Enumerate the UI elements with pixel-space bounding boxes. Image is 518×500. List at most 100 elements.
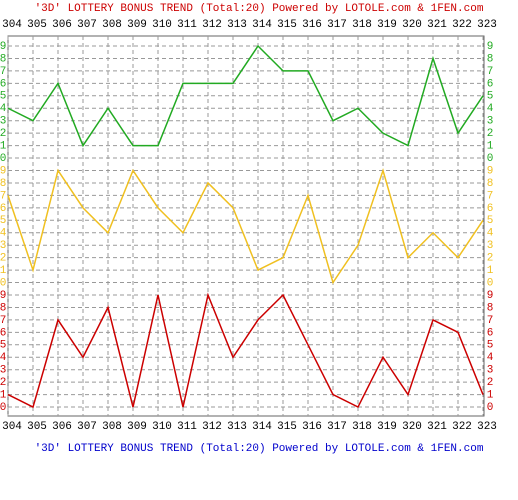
y-tick-label-right: 1 xyxy=(487,141,494,153)
x-tick-label: 319 xyxy=(377,421,397,433)
y-tick-label: 2 xyxy=(0,377,6,389)
y-tick-label: 1 xyxy=(0,390,7,402)
x-tick-label: 323 xyxy=(477,19,497,31)
y-tick-label-right: 7 xyxy=(487,66,494,78)
x-tick-label: 304 xyxy=(2,19,22,31)
y-tick-label: 6 xyxy=(0,78,6,90)
x-tick-label: 313 xyxy=(227,19,247,31)
y-tick-label-right: 9 xyxy=(487,41,494,53)
y-tick-label-right: 4 xyxy=(487,103,494,115)
x-tick-label: 316 xyxy=(302,421,322,433)
y-tick-label-right: 9 xyxy=(487,290,494,302)
x-tick-label: 312 xyxy=(202,19,222,31)
x-tick-label: 312 xyxy=(202,421,222,433)
y-tick-label: 1 xyxy=(0,141,7,153)
y-tick-label: 5 xyxy=(0,91,6,103)
x-tick-label: 306 xyxy=(52,19,72,31)
x-tick-label: 319 xyxy=(377,19,397,31)
y-tick-label-right: 3 xyxy=(487,365,494,377)
y-tick-label: 3 xyxy=(0,116,6,128)
y-tick-label: 9 xyxy=(0,41,6,53)
x-tick-label: 318 xyxy=(352,421,372,433)
y-tick-label-right: 7 xyxy=(487,190,494,202)
x-tick-label: 311 xyxy=(177,19,197,31)
chart-footer-title: '3D' LOTTERY BONUS TREND (Total:20) Powe… xyxy=(35,443,484,455)
x-tick-label: 309 xyxy=(127,421,147,433)
y-tick-label-right: 0 xyxy=(487,153,494,165)
y-tick-label-right: 3 xyxy=(487,116,494,128)
x-tick-label: 315 xyxy=(277,19,297,31)
y-tick-label-right: 5 xyxy=(487,91,494,103)
y-tick-label-right: 0 xyxy=(487,277,494,289)
x-tick-label: 323 xyxy=(477,421,497,433)
y-tick-label-right: 8 xyxy=(487,178,494,190)
y-tick-label: 9 xyxy=(0,290,6,302)
y-tick-label-right: 4 xyxy=(487,228,494,240)
plot-frame xyxy=(7,35,485,417)
y-tick-label-right: 6 xyxy=(487,203,494,215)
y-tick-label-right: 1 xyxy=(487,390,494,402)
y-tick-label: 5 xyxy=(0,215,6,227)
y-tick-label-right: 5 xyxy=(487,340,494,352)
y-tick-label: 8 xyxy=(0,53,6,65)
y-tick-label: 3 xyxy=(0,365,6,377)
y-tick-label: 4 xyxy=(0,103,7,115)
y-tick-label-right: 4 xyxy=(487,352,494,364)
y-tick-label: 6 xyxy=(0,327,6,339)
y-tick-label-right: 6 xyxy=(487,327,494,339)
x-tick-label: 307 xyxy=(77,19,97,31)
y-tick-label-right: 8 xyxy=(487,53,494,65)
y-tick-label: 2 xyxy=(0,253,6,265)
trend-line xyxy=(7,44,484,148)
y-tick-label-right: 5 xyxy=(487,215,494,227)
y-tick-label: 1 xyxy=(0,265,7,277)
y-tick-label: 9 xyxy=(0,165,6,177)
y-tick-label: 7 xyxy=(0,66,6,78)
x-tick-label: 316 xyxy=(302,19,322,31)
y-tick-label-right: 2 xyxy=(487,377,494,389)
x-tick-label: 311 xyxy=(177,421,197,433)
x-tick-label: 306 xyxy=(52,421,72,433)
y-tick-label: 5 xyxy=(0,340,6,352)
x-tick-label: 315 xyxy=(277,421,297,433)
x-tick-label: 310 xyxy=(152,421,172,433)
y-tick-label-right: 1 xyxy=(487,265,494,277)
x-tick-label: 308 xyxy=(102,19,122,31)
y-tick-label: 7 xyxy=(0,315,6,327)
x-tick-label: 313 xyxy=(227,421,247,433)
y-tick-label: 8 xyxy=(0,178,6,190)
y-tick-label-right: 3 xyxy=(487,240,494,252)
y-tick-label: 6 xyxy=(0,203,6,215)
trend-line xyxy=(7,292,484,409)
y-tick-label-right: 2 xyxy=(487,128,494,140)
x-tick-label: 314 xyxy=(252,421,272,433)
y-tick-label: 0 xyxy=(0,277,6,289)
x-tick-label: 307 xyxy=(77,421,97,433)
x-tick-label: 321 xyxy=(427,421,447,433)
y-tick-label: 2 xyxy=(0,128,6,140)
y-tick-label-right: 7 xyxy=(487,315,494,327)
y-tick-label-right: 8 xyxy=(487,302,494,314)
x-tick-label: 309 xyxy=(127,19,147,31)
y-tick-label: 4 xyxy=(0,228,7,240)
x-tick-label: 320 xyxy=(402,421,422,433)
y-tick-label: 7 xyxy=(0,190,6,202)
x-tick-label: 322 xyxy=(452,421,472,433)
y-tick-label-right: 9 xyxy=(487,165,494,177)
y-tick-label: 0 xyxy=(0,153,6,165)
y-tick-label: 4 xyxy=(0,352,7,364)
x-tick-label: 304 xyxy=(2,421,22,433)
x-tick-label: 305 xyxy=(27,421,47,433)
y-tick-label: 8 xyxy=(0,302,6,314)
x-tick-label: 310 xyxy=(152,19,172,31)
y-tick-label-right: 2 xyxy=(487,253,494,265)
x-tick-label: 321 xyxy=(427,19,447,31)
y-tick-label: 3 xyxy=(0,240,6,252)
y-tick-label-right: 6 xyxy=(487,78,494,90)
y-tick-label-right: 0 xyxy=(487,402,494,414)
x-tick-label: 308 xyxy=(102,421,122,433)
x-tick-label: 320 xyxy=(402,19,422,31)
y-tick-label: 0 xyxy=(0,402,6,414)
x-tick-label: 317 xyxy=(327,421,347,433)
